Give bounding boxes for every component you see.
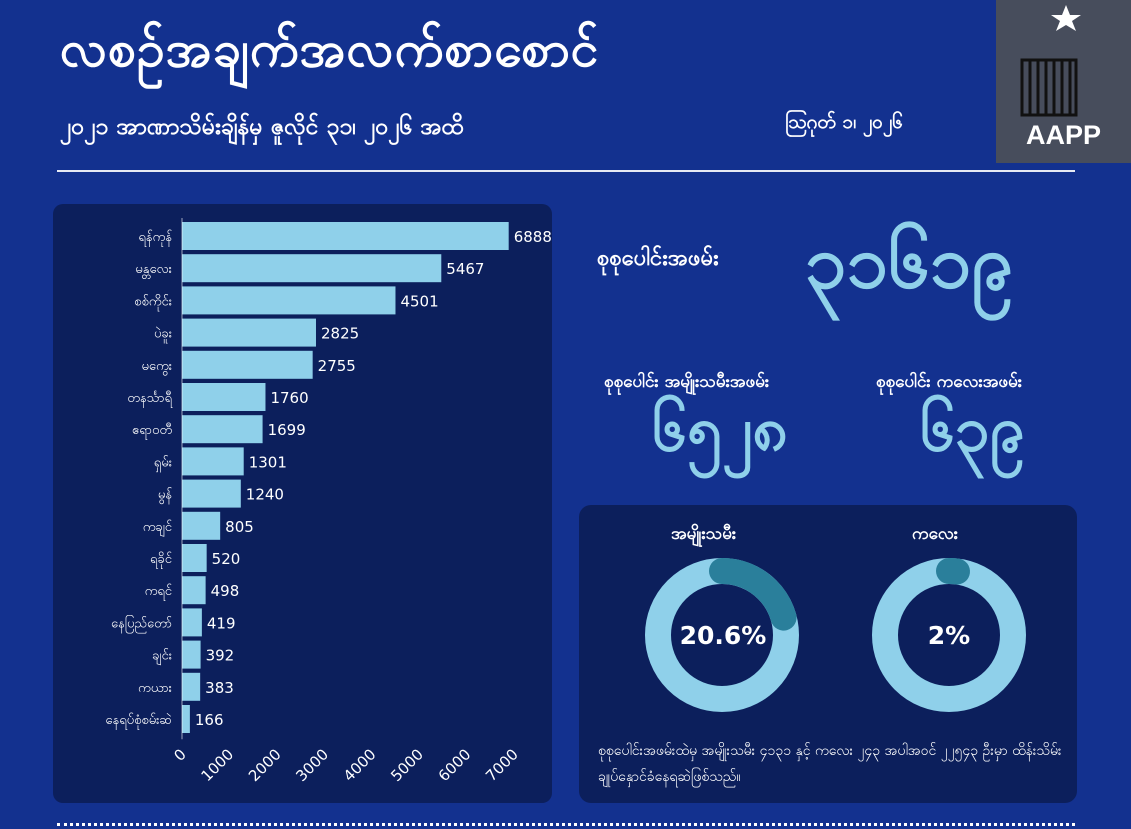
children-arrests-value: ၆၃၉ (920, 392, 1025, 465)
donut-charts-svg (645, 558, 1026, 712)
children-percent: 2% (927, 621, 971, 650)
bar (182, 672, 201, 701)
value-label: 419 (207, 614, 236, 632)
women-donut-label: အမျိုးသမီး (671, 524, 737, 544)
x-tick-label: 0 (170, 745, 189, 764)
category-label: မကွေး (141, 359, 172, 376)
value-label: 805 (225, 518, 254, 536)
page-title: လစဉ်အချက်အလက်စာစောင် (60, 20, 600, 78)
bar (182, 254, 442, 283)
bar (182, 479, 241, 508)
x-tick-label: 2000 (245, 745, 285, 785)
category-label: ကချင် (143, 519, 173, 537)
bar (182, 383, 266, 411)
x-tick-label: 3000 (292, 745, 332, 785)
value-label: 2825 (321, 325, 359, 343)
donut-segment (645, 558, 799, 712)
x-tick-label: 4000 (340, 745, 380, 785)
value-label: 5467 (446, 260, 484, 278)
category-label: ပဲခူး (154, 326, 172, 343)
page-subtitle: ၂၀၂၁ အာဏာသိမ်းချိန်မှ ဇူလိုင် ၃၁၊ ၂၀၂၆ အ… (60, 114, 464, 140)
value-label: 6888 (514, 228, 552, 246)
total-arrests-label: စုစုပေါင်းအဖမ်း (597, 246, 719, 271)
category-label: တနင်္သာရီ (127, 390, 172, 408)
value-label: 1760 (270, 389, 308, 407)
bar-chart-svg: ရန်ကုန် 6888 မန္တလေး 5467 စစ်ကိုင်း 4501 ပဲခူး… (105, 218, 552, 785)
percentage-panel: အမျိုးသမီး ကလေး 20.6% 2% (579, 505, 1077, 803)
bar (182, 705, 190, 733)
category-label: ဧရာဝတီ (132, 422, 172, 440)
region-bar-chart: ရန်ကုန် 6888 မန္တလေး 5467 စစ်ကိုင်း 4501 ပဲခူး… (53, 204, 552, 803)
category-label: ကယား (138, 681, 172, 696)
bar (182, 576, 206, 605)
bar (182, 447, 244, 476)
aapp-logo: AAPP (996, 0, 1131, 163)
bottom-divider (57, 823, 1075, 826)
bar (182, 544, 207, 572)
value-label: 498 (211, 582, 240, 600)
value-label: 166 (195, 711, 224, 729)
bar (182, 608, 202, 637)
bar (182, 415, 263, 444)
value-label: 383 (205, 679, 234, 697)
value-label: 1301 (249, 453, 287, 471)
bar (182, 350, 313, 379)
children-arrests-label: စုစုပေါင်း ကလေးအဖမ်း (876, 372, 1023, 392)
category-label: ကရင် (145, 583, 173, 601)
donut-segment (872, 558, 1026, 712)
value-label: 1699 (268, 421, 306, 439)
category-label: ရှမ်း (154, 454, 172, 472)
women-arrests-value: ၆၅၂၈ (652, 392, 788, 465)
x-tick-label: 7000 (482, 745, 522, 785)
bar (182, 222, 509, 250)
bar (182, 511, 221, 540)
women-percent: 20.6% (679, 621, 767, 650)
category-label: နေရပ်စုံစမ်းဆဲ (105, 712, 172, 730)
total-arrests-value: ၃၁၆၁၉ (805, 219, 1014, 305)
bar (182, 640, 201, 669)
category-label: ချင်း (152, 648, 172, 666)
category-label: ရခိုင် (150, 551, 173, 569)
value-label: 520 (212, 550, 241, 568)
category-label: မန္တလေး (135, 262, 172, 279)
category-label: မွန် (158, 487, 173, 505)
value-label: 4501 (400, 292, 438, 310)
bar (182, 286, 396, 315)
women-arrests-label: စုစုပေါင်း အမျိုးသမီးအဖမ်း (604, 372, 770, 392)
x-tick-label: 6000 (435, 745, 475, 785)
x-tick-label: 1000 (198, 745, 238, 785)
value-label: 2755 (318, 357, 356, 375)
footnote: စုစုပေါင်းအဖမ်းထဲမှ အမျိုးသမီး ၄၁၃၁ နှင့… (598, 743, 1062, 785)
report-date: သြဂုတ် ၁၊ ၂၀၂၆ (785, 111, 903, 133)
logo-text: AAPP (1025, 120, 1101, 150)
header-divider (57, 170, 1075, 172)
category-label: စစ်ကိုင်း (134, 293, 172, 311)
x-tick-label: 5000 (387, 745, 427, 785)
value-label: 1240 (246, 486, 284, 504)
value-label: 392 (206, 647, 235, 665)
crescent-star-prison-bars-icon (1020, 5, 1111, 120)
children-donut-label: ကလေး (912, 524, 959, 544)
category-label: ရန်ကုန် (138, 229, 172, 247)
bar (182, 318, 316, 347)
category-label: နေပြည်တော် (111, 614, 172, 633)
